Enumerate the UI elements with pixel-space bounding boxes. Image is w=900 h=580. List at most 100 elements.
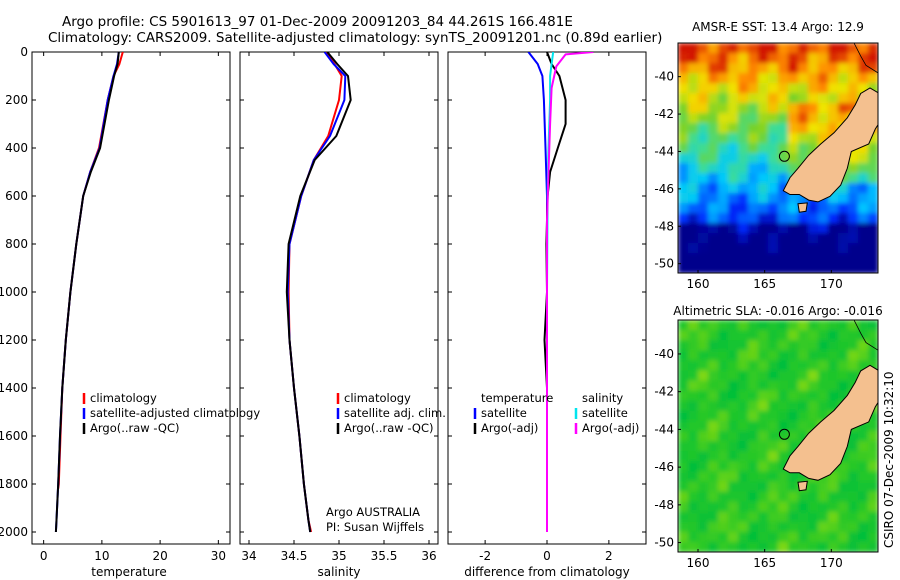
map-cell: [868, 441, 878, 452]
map-cell: [818, 501, 829, 513]
y-tick-label: 1000: [0, 285, 28, 299]
map-cell: [848, 461, 859, 472]
series-line: [285, 52, 352, 533]
map-cell: [758, 330, 769, 341]
map-cell: [718, 531, 729, 543]
temperature-panel: 0 200 400 600 800 1000 1200 1400 1600 1800 2000 0 10…: [0, 45, 260, 579]
map-cell: [778, 390, 789, 402]
map-cell: [798, 320, 809, 331]
map-cell: [718, 103, 729, 114]
map-cell: [678, 481, 689, 493]
series-line: [546, 52, 594, 532]
map-cell: [708, 153, 719, 164]
map-cell: [678, 153, 689, 164]
map-cell: [748, 243, 759, 254]
map-cell: [848, 233, 859, 244]
map-cell: [788, 223, 799, 234]
map-cell: [718, 471, 729, 482]
map-cell: [718, 73, 729, 84]
map-cell: [758, 541, 769, 552]
map-cell: [848, 491, 859, 503]
map-cell: [788, 123, 799, 134]
map-cell: [808, 330, 819, 341]
map-cell: [838, 223, 849, 234]
map-cell: [678, 213, 689, 224]
map-cell: [818, 350, 829, 361]
map-cell: [748, 193, 759, 204]
map-cell: [748, 511, 759, 523]
map-cell: [778, 340, 789, 351]
map-cell: [708, 123, 719, 134]
map-cell: [698, 243, 709, 254]
map-cell: [758, 73, 769, 84]
map-cell: [718, 123, 729, 134]
map-cell: [748, 113, 759, 124]
map-cell: [758, 380, 769, 392]
map-cell: [738, 83, 749, 94]
map-cell: [808, 133, 819, 144]
map-cell: [868, 531, 878, 543]
map-cell: [848, 63, 859, 74]
map-cell: [718, 380, 729, 392]
map-cell: [778, 420, 789, 432]
map-cell: [838, 521, 849, 533]
map-cell: [828, 491, 839, 503]
map-cell: [848, 360, 859, 371]
map-cell: [698, 340, 709, 351]
map-cell: [788, 541, 799, 552]
map-cell: [788, 380, 799, 392]
map-cell: [868, 233, 878, 244]
map-cell: [798, 350, 809, 361]
map-cell: [828, 511, 839, 523]
map-cell: [698, 103, 709, 114]
map-cell: [828, 93, 839, 104]
map-cell: [688, 521, 699, 533]
difference-panel: -2 0 2 difference from climatology tempera…: [447, 51, 647, 579]
map-cell: [698, 471, 709, 482]
map-cell: [678, 330, 689, 341]
map-cell: [718, 431, 729, 442]
map-cell: [838, 53, 849, 64]
map-cell: [708, 390, 719, 402]
map-cell: [858, 320, 869, 331]
map-cell: [768, 83, 779, 94]
map-cell: [868, 163, 878, 174]
map-cell: [758, 441, 769, 452]
map-cell: [778, 320, 789, 331]
map-cell: [858, 143, 869, 154]
map-cell: [868, 243, 878, 254]
map-cell: [838, 193, 849, 204]
map-cell: [778, 541, 789, 552]
map-cell: [718, 360, 729, 371]
map-cell: [708, 43, 719, 54]
map-cell: [778, 380, 789, 392]
map-x-tick-label: 160: [687, 556, 710, 570]
map-cell: [718, 541, 729, 552]
map-cell: [868, 183, 878, 194]
map-cell: [758, 243, 769, 254]
map-cell: [838, 511, 849, 523]
map-cell: [858, 203, 869, 214]
map-cell: [718, 320, 729, 331]
map-cell: [728, 531, 739, 543]
map-cell: [738, 223, 749, 234]
map-cell: [758, 233, 769, 244]
map-cell: [768, 531, 779, 543]
map-cell: [828, 263, 839, 273]
map-cell: [718, 400, 729, 412]
map-cell: [768, 451, 779, 462]
figure-title-line2: Climatology: CARS2009. Satellite-adjuste…: [48, 30, 663, 46]
map-cell: [868, 471, 878, 482]
map-cell: [828, 380, 839, 392]
map-cell: [698, 263, 709, 273]
map-cell: [818, 400, 829, 412]
map-cell: [748, 183, 759, 194]
map-cell: [778, 400, 789, 412]
map-cell: [738, 451, 749, 462]
map-cell: [718, 350, 729, 361]
map-cell: [688, 223, 699, 234]
map-cell: [678, 73, 689, 84]
map-cell: [678, 253, 689, 264]
map-cell: [858, 243, 869, 254]
map-cell: [798, 521, 809, 533]
